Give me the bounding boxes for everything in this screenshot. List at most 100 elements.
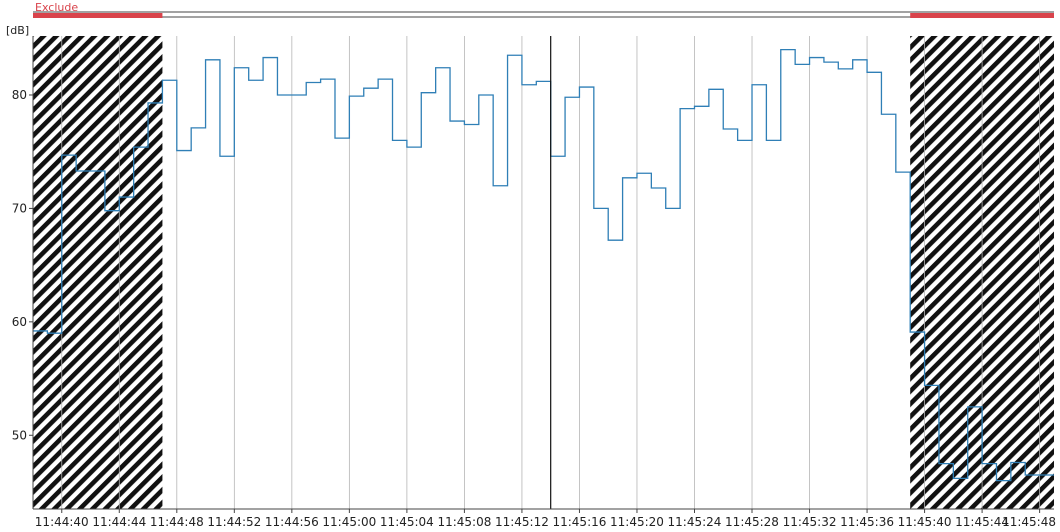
data-point-56 xyxy=(838,68,852,70)
data-point-46 xyxy=(694,105,708,107)
x-tick-label-7: 11:45:08 xyxy=(437,515,491,529)
x-tick-label-13: 11:45:32 xyxy=(783,515,837,529)
x-tick-label-10: 11:45:20 xyxy=(610,515,664,529)
data-point-29 xyxy=(450,120,464,122)
data-point-44 xyxy=(666,207,680,209)
data-point-21 xyxy=(335,137,349,139)
x-ticks: 11:44:40 11:44:44 11:44:48 11:44:52 11:44:56… xyxy=(35,509,1056,529)
data-point-36 xyxy=(551,155,565,157)
data-point-55 xyxy=(824,61,838,63)
data-point-62 xyxy=(925,384,939,386)
axes xyxy=(32,36,1054,510)
data-point-16 xyxy=(263,57,277,59)
data-point-45 xyxy=(680,108,694,110)
exclude-bar: Exclude xyxy=(33,1,1054,18)
y-ticks: 50 60 70 80 xyxy=(12,88,33,442)
data-point-3 xyxy=(76,170,90,172)
x-tick-label-0: 11:44:40 xyxy=(35,515,89,529)
data-point-61 xyxy=(910,331,924,333)
data-point-7 xyxy=(134,146,148,148)
data-point-1 xyxy=(47,332,61,334)
x-tick-label-17: 11:45:48 xyxy=(1002,515,1056,529)
data-point-39 xyxy=(594,207,608,209)
data-point-48 xyxy=(723,128,737,130)
data-point-19 xyxy=(306,82,320,84)
data-point-10 xyxy=(177,150,191,152)
data-point-33 xyxy=(508,54,522,56)
x-tick-label-5: 11:45:00 xyxy=(322,515,376,529)
data-point-35 xyxy=(536,80,550,82)
data-point-20 xyxy=(321,78,335,80)
excluded-region-0 xyxy=(33,36,163,509)
data-point-17 xyxy=(277,94,291,96)
data-point-54 xyxy=(810,57,824,59)
data-point-43 xyxy=(651,187,665,189)
data-point-64 xyxy=(953,477,967,479)
data-point-28 xyxy=(436,67,450,69)
data-point-8 xyxy=(148,102,162,104)
x-tick-label-2: 11:44:48 xyxy=(150,515,204,529)
y-tick-label-3: 80 xyxy=(12,88,27,102)
data-point-18 xyxy=(292,94,306,96)
data-point-5 xyxy=(105,210,119,212)
y-tick-label-0: 50 xyxy=(12,428,27,442)
x-tick-label-6: 11:45:04 xyxy=(380,515,434,529)
data-point-31 xyxy=(479,94,493,96)
data-point-66 xyxy=(982,463,996,465)
data-point-23 xyxy=(364,87,378,89)
data-point-63 xyxy=(939,463,953,465)
data-point-12 xyxy=(206,59,220,61)
data-point-15 xyxy=(249,79,263,81)
data-point-34 xyxy=(522,84,536,86)
data-point-25 xyxy=(393,139,407,141)
data-point-53 xyxy=(795,63,809,65)
data-point-58 xyxy=(867,71,881,73)
data-point-13 xyxy=(220,155,234,157)
data-point-38 xyxy=(579,86,593,88)
data-point-47 xyxy=(709,88,723,90)
data-point-40 xyxy=(608,239,622,241)
data-point-22 xyxy=(349,95,363,97)
data-point-9 xyxy=(162,79,176,81)
exclude-segment-0 xyxy=(33,13,163,18)
data-point-60 xyxy=(896,171,910,173)
x-tick-label-4: 11:44:56 xyxy=(265,515,319,529)
y-tick-label-2: 70 xyxy=(12,201,27,215)
data-point-59 xyxy=(881,113,895,115)
data-point-11 xyxy=(191,127,205,129)
data-point-4 xyxy=(91,170,105,172)
data-point-37 xyxy=(565,96,579,98)
data-point-41 xyxy=(623,177,637,179)
data-point-42 xyxy=(637,172,651,174)
exclude-segment-1 xyxy=(910,13,1054,18)
x-tick-label-3: 11:44:52 xyxy=(207,515,261,529)
data-point-52 xyxy=(781,49,795,51)
data-point-27 xyxy=(421,92,435,94)
data-point-0 xyxy=(33,330,47,332)
data-point-70 xyxy=(1040,474,1054,476)
data-point-26 xyxy=(407,146,421,148)
data-point-49 xyxy=(738,139,752,141)
y-tick-label-1: 60 xyxy=(12,315,27,329)
x-tick-label-16: 11:45:44 xyxy=(955,515,1009,529)
data-point-2 xyxy=(62,154,76,156)
data-point-30 xyxy=(464,123,478,125)
plot-background xyxy=(33,36,1054,509)
data-point-57 xyxy=(853,59,867,61)
x-tick-label-14: 11:45:36 xyxy=(840,515,894,529)
x-tick-label-12: 11:45:28 xyxy=(725,515,779,529)
x-tick-label-11: 11:45:24 xyxy=(668,515,722,529)
data-point-69 xyxy=(1025,474,1039,476)
data-point-67 xyxy=(996,480,1010,482)
x-tick-label-8: 11:45:12 xyxy=(495,515,549,529)
data-point-14 xyxy=(234,67,248,69)
exclude-label: Exclude xyxy=(35,1,78,14)
x-tick-label-9: 11:45:16 xyxy=(552,515,606,529)
data-point-6 xyxy=(119,196,133,198)
data-point-50 xyxy=(752,84,766,86)
data-point-65 xyxy=(968,406,982,408)
data-point-51 xyxy=(766,139,780,141)
y-axis-unit-label: [dB] xyxy=(6,24,29,37)
